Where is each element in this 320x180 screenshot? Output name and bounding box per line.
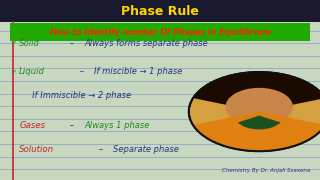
Text: How to Identify number Of Phases in Equilibrium: How to Identify number Of Phases in Equi…: [50, 28, 270, 37]
Text: Chemistry By Dr. Anjali Ssaxena: Chemistry By Dr. Anjali Ssaxena: [222, 168, 310, 173]
Circle shape: [225, 88, 293, 126]
Text: Gases: Gases: [19, 122, 45, 130]
Wedge shape: [238, 116, 281, 129]
Text: Solution: Solution: [19, 145, 54, 154]
Text: Phase Rule: Phase Rule: [121, 5, 199, 18]
Text: ✓: ✓: [11, 39, 18, 48]
Text: Always forms separate phase: Always forms separate phase: [84, 39, 208, 48]
Text: Liquid: Liquid: [19, 68, 45, 76]
Text: ✓: ✓: [11, 68, 18, 76]
Text: –: –: [67, 39, 77, 48]
FancyBboxPatch shape: [0, 0, 320, 22]
Text: Separate phase: Separate phase: [113, 145, 179, 154]
Circle shape: [189, 72, 320, 151]
Text: Always 1 phase: Always 1 phase: [84, 122, 150, 130]
Text: –: –: [96, 145, 106, 154]
Wedge shape: [193, 112, 320, 151]
Text: –: –: [67, 122, 77, 130]
FancyBboxPatch shape: [10, 23, 310, 40]
Text: –: –: [77, 68, 87, 76]
Text: If Immiscible → 2 phase: If Immiscible → 2 phase: [19, 91, 131, 100]
Wedge shape: [193, 72, 320, 112]
Text: Solid: Solid: [19, 39, 40, 48]
Text: If miscible → 1 phase: If miscible → 1 phase: [94, 68, 182, 76]
